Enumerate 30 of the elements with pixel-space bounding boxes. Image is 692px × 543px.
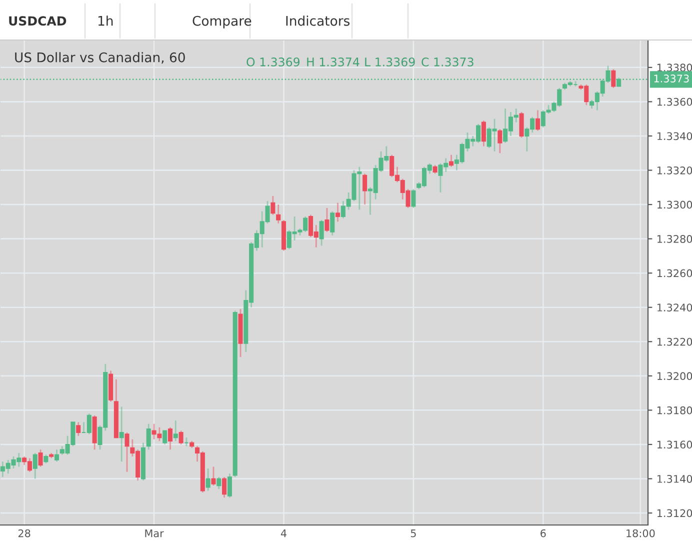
x-tick-label: 5 (410, 529, 416, 538)
x-tick-label: 6 (540, 529, 546, 538)
annotation: H 1.3374 (307, 57, 360, 66)
y-tick-label: 1.3180 (657, 406, 692, 414)
text: Compare (192, 16, 252, 28)
y-tick-label: 1.3280 (657, 235, 692, 243)
ref-line-label: 1.3373 (654, 74, 689, 82)
annotation: L 1.3369 (365, 57, 415, 66)
annotation: C 1.3373 (422, 57, 474, 66)
y-tick-label: 1.3220 (657, 338, 692, 346)
y-tick-label: 1.3120 (657, 509, 692, 518)
y-tick-label: 1.3360 (657, 98, 692, 106)
x-tick-label: Mar (145, 529, 164, 538)
text: US Dollar vs Canadian, 60 (15, 52, 185, 64)
x-tick-label: 18:00 (626, 529, 655, 538)
y-tick-label: 1.3300 (657, 200, 692, 209)
annotation: O 1.3369 (246, 57, 300, 66)
y-tick-label: 1.3260 (657, 269, 692, 278)
y-tick-label: 1.3340 (657, 132, 692, 140)
y-tick-label: 1.3200 (657, 372, 692, 380)
y-tick-label: 1.3320 (657, 166, 692, 174)
y-tick-label: 1.3160 (657, 440, 692, 449)
x-tick-label: 4 (280, 529, 286, 538)
y-tick-label: 1.3140 (657, 474, 692, 483)
x-tick-label: 28 (18, 529, 30, 538)
text: 1h (98, 16, 113, 26)
text: Indicators (286, 16, 350, 26)
y-tick-label: 1.3240 (657, 304, 692, 312)
y-tick-label: 1.3380 (657, 64, 692, 72)
text: USDCAD (9, 16, 66, 26)
